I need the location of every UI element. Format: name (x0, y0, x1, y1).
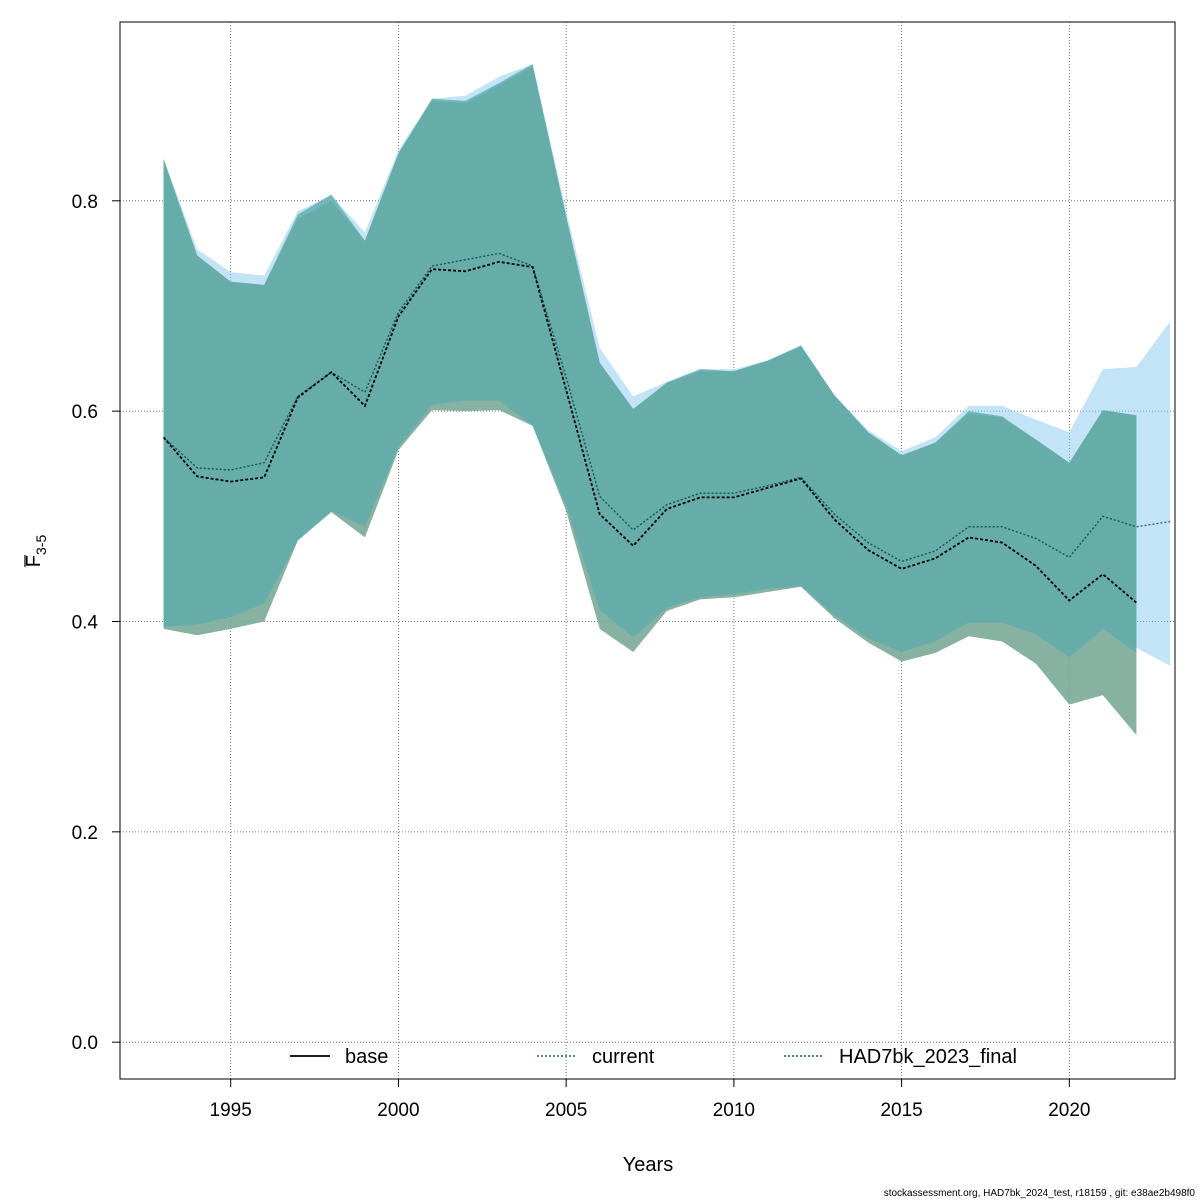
y-tick-label: 0.8 (72, 192, 98, 213)
line-base (162, 260, 1137, 604)
x-tick-label: 2020 (1048, 1100, 1090, 1121)
y-tick-label: 0.6 (72, 402, 98, 423)
legend-label: HAD7bk_2023_final (839, 1046, 1017, 1068)
series-lines (162, 252, 1171, 604)
y-tick-label: 0.4 (72, 612, 99, 633)
x-axis-label: Years (623, 1154, 673, 1176)
y-tick-label: 0.0 (72, 1033, 98, 1054)
legend-label: current (592, 1046, 655, 1068)
plot-frame (119, 21, 1176, 1080)
confidence-bands (163, 64, 1171, 736)
legend: base current HAD7bk_2023_final (290, 1046, 1017, 1068)
y-axis-label-sub: 3-5 (33, 535, 49, 555)
legend-label: base (345, 1046, 388, 1068)
legend-item-base: base (290, 1046, 388, 1068)
band-HAD7bk_2023_final (163, 64, 1137, 658)
legend-item-current: current (537, 1046, 655, 1068)
x-tick-label: 2000 (377, 1100, 419, 1121)
footer-note: stockassessment.org, HAD7bk_2024_test, r… (884, 1188, 1196, 1199)
y-axis-label: F3-5 (23, 535, 49, 568)
svg-text:F3-5: F3-5 (23, 535, 49, 568)
x-tick-label: 2005 (545, 1100, 587, 1121)
x-tick-label: 2015 (880, 1100, 922, 1121)
x-tick-label: 2010 (713, 1100, 755, 1121)
y-tick-label: 0.2 (72, 823, 98, 844)
x-tick-label: 1995 (210, 1100, 252, 1121)
y-axis-label-main: F (23, 555, 45, 567)
axes: 1995 2000 2005 2010 2015 2020 0.0 0.2 0.4 0.6 0.8 (72, 192, 1091, 1121)
legend-item-HAD7bk_2023_final: HAD7bk_2023_final (784, 1046, 1017, 1068)
